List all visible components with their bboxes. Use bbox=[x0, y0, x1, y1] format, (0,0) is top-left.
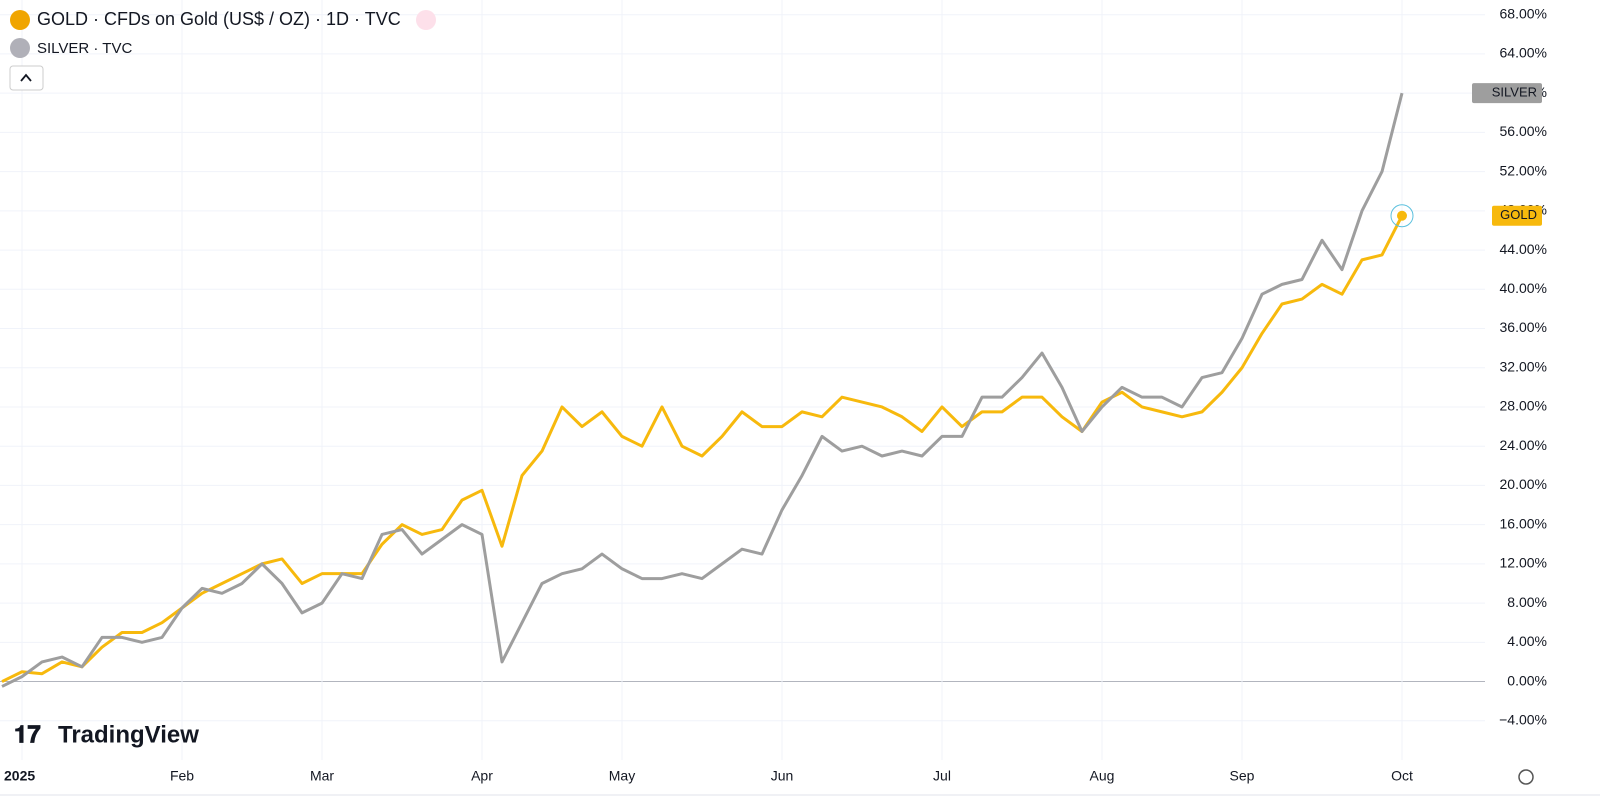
chart-subtitle: SILVER · TVC bbox=[37, 40, 132, 57]
collapse-button[interactable] bbox=[9, 65, 44, 91]
brand-logo-mark: 𝟏𝟕 bbox=[14, 721, 41, 748]
y-tick-label: 56.00% bbox=[1500, 123, 1547, 139]
legend-badge bbox=[1472, 83, 1542, 104]
last-point-halo bbox=[1390, 204, 1414, 228]
x-tick-label: Sep bbox=[1230, 768, 1255, 784]
x-tick-label: 2025 bbox=[4, 768, 35, 784]
series-line bbox=[1, 92, 1404, 688]
y-tick-label: 64.00% bbox=[1500, 45, 1547, 61]
series-line bbox=[1, 215, 1404, 683]
y-tick-label: 52.00% bbox=[1500, 162, 1547, 178]
last-point bbox=[1397, 210, 1407, 221]
y-tick-label: 20.00% bbox=[1500, 476, 1547, 492]
y-tick-label: 8.00% bbox=[1507, 594, 1547, 610]
y-tick-label: 32.00% bbox=[1500, 358, 1547, 374]
gold-icon bbox=[10, 10, 30, 30]
y-tick-label: 0.00% bbox=[1507, 672, 1547, 688]
legend-entry: SILVER bbox=[1492, 85, 1537, 100]
plot-layer bbox=[0, 0, 1485, 760]
x-tick-label: Jul bbox=[933, 768, 951, 784]
x-tick-label: Feb bbox=[170, 768, 194, 784]
x-tick-label: Apr bbox=[471, 768, 493, 784]
brand-logo: TradingView bbox=[58, 721, 199, 748]
legend-badge bbox=[1492, 205, 1542, 226]
legend-entry: GOLD bbox=[1500, 207, 1537, 222]
x-tick-label: Aug bbox=[1090, 768, 1115, 784]
x-tick-label: Jun bbox=[771, 768, 794, 784]
y-tick-label: 44.00% bbox=[1500, 241, 1547, 257]
y-tick-label: 16.00% bbox=[1500, 515, 1547, 531]
y-tick-label: 12.00% bbox=[1500, 555, 1547, 571]
silver-icon bbox=[10, 38, 30, 58]
indicator-icon bbox=[416, 10, 436, 30]
x-tick-label: May bbox=[609, 768, 635, 784]
y-tick-label: 24.00% bbox=[1500, 437, 1547, 453]
y-tick-label: 40.00% bbox=[1500, 280, 1547, 296]
y-tick-label: 36.00% bbox=[1500, 319, 1547, 335]
x-tick-label: Oct bbox=[1391, 768, 1413, 784]
chart-title: GOLD · CFDs on Gold (US$ / OZ) · 1D · TV… bbox=[37, 9, 401, 29]
y-tick-label: 68.00% bbox=[1500, 5, 1547, 21]
settings-button[interactable] bbox=[1518, 769, 1534, 785]
y-tick-label: 4.00% bbox=[1507, 633, 1547, 649]
x-tick-label: Mar bbox=[310, 768, 334, 784]
collapse-icon bbox=[20, 73, 32, 82]
y-tick-label: 28.00% bbox=[1500, 398, 1547, 414]
y-tick-label: −4.00% bbox=[1499, 711, 1547, 727]
